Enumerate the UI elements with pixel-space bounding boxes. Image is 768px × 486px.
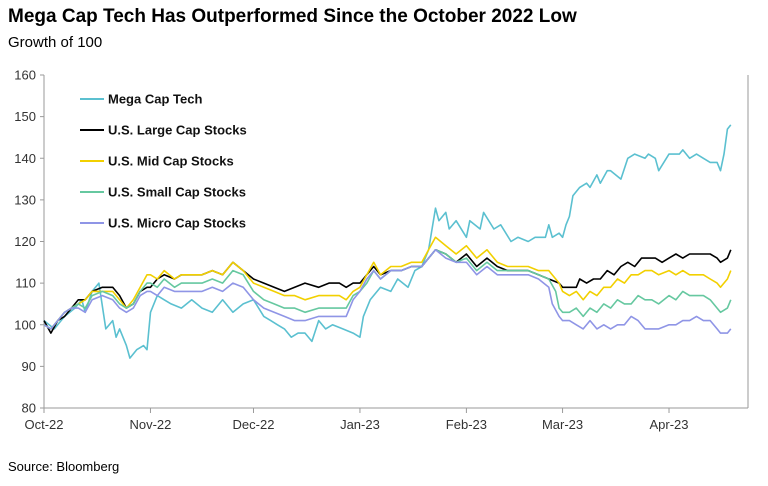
x-tick-label: Jan-23	[340, 417, 380, 432]
x-tick-label: Apr-23	[649, 417, 688, 432]
y-tick-label: 160	[14, 68, 36, 83]
legend-label-u-s-small-cap-stocks: U.S. Small Cap Stocks	[108, 185, 246, 200]
x-tick-label: Oct-22	[24, 417, 63, 432]
y-tick-label: 110	[15, 276, 36, 291]
y-axis: 160 150 140 130 120 110 100 90 80	[14, 68, 44, 416]
y-tick-label: 100	[14, 317, 36, 332]
y-tick-label: 90	[22, 359, 36, 374]
series-line-u-s-mid-cap-stocks	[43, 236, 732, 330]
y-tick-label: 150	[14, 109, 36, 124]
x-tick-label: Feb-23	[446, 417, 487, 432]
series-lines	[43, 124, 732, 359]
x-axis: Oct-22 Nov-22 Dec-22 Jan-23 Feb-23 Mar-23 Apr-…	[24, 408, 689, 432]
series-line-u-s-micro-cap-stocks	[43, 249, 732, 334]
legend-label-u-s-mid-cap-stocks: U.S. Mid Cap Stocks	[108, 154, 234, 169]
chart-subtitle: Growth of 100	[8, 34, 103, 51]
legend-label-u-s-large-cap-stocks: U.S. Large Cap Stocks	[108, 123, 247, 138]
source-note: Source: Bloomberg	[8, 459, 120, 474]
legend: Mega Cap Tech U.S. Large Cap Stocks U.S. M…	[80, 92, 247, 231]
legend-label-mega-cap-tech: Mega Cap Tech	[108, 92, 202, 107]
y-tick-label: 80	[22, 401, 36, 416]
legend-label-u-s-micro-cap-stocks: U.S. Micro Cap Stocks	[108, 216, 246, 231]
y-tick-label: 120	[14, 234, 36, 249]
y-tick-label: 140	[14, 151, 36, 166]
y-tick-label: 130	[14, 192, 36, 207]
x-tick-label: Dec-22	[233, 417, 275, 432]
x-tick-label: Mar-23	[542, 417, 583, 432]
chart-title: Mega Cap Tech Has Outperformed Since the…	[8, 6, 577, 27]
x-tick-label: Nov-22	[129, 417, 171, 432]
